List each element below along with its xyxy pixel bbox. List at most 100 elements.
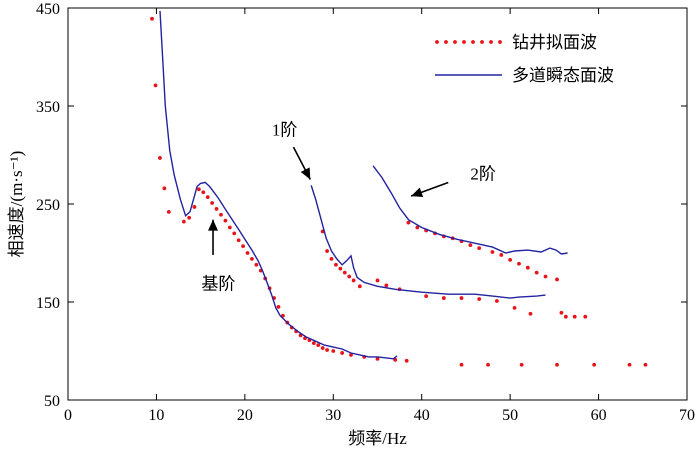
- legend-swatch-dot: [498, 40, 502, 44]
- data-point: [490, 250, 495, 254]
- annotation-arrow-head: [208, 219, 219, 231]
- data-point: [441, 296, 446, 300]
- annotation-arrow-head: [300, 167, 311, 180]
- legend-swatch-dot: [453, 40, 457, 44]
- chart-marks: [150, 10, 648, 367]
- data-point: [517, 261, 521, 266]
- data-point: [232, 231, 237, 236]
- data-point: [236, 238, 241, 243]
- data-point: [468, 243, 473, 248]
- data-point: [338, 266, 343, 271]
- data-point: [150, 16, 154, 21]
- annotation-label: 基阶: [201, 274, 235, 293]
- annotation-arrow-head: [411, 187, 424, 198]
- data-point: [563, 314, 568, 319]
- data-point: [210, 201, 215, 205]
- data-point: [349, 353, 353, 357]
- data-point: [196, 187, 201, 192]
- data-point: [153, 83, 158, 88]
- data-point: [342, 270, 347, 275]
- data-point: [583, 314, 588, 319]
- data-point: [158, 156, 162, 160]
- annotation-label: 1阶: [272, 120, 298, 139]
- data-point: [245, 251, 250, 255]
- x-tick-label: 70: [679, 407, 695, 424]
- y-tick-label: 250: [36, 197, 60, 214]
- data-point: [325, 348, 329, 352]
- data-point: [187, 215, 192, 220]
- data-point: [347, 274, 352, 279]
- data-point: [192, 205, 197, 209]
- data-point: [424, 294, 429, 299]
- annotation-label: 2阶: [470, 165, 496, 184]
- data-point: [415, 225, 420, 230]
- data-point: [592, 362, 597, 367]
- x-tick-label: 40: [414, 407, 430, 424]
- data-point: [555, 362, 559, 367]
- data-point: [519, 362, 524, 367]
- data-point: [406, 220, 411, 225]
- y-tick-label: 450: [36, 1, 60, 18]
- legend-swatch-dot: [444, 40, 448, 44]
- data-point: [331, 349, 336, 353]
- x-tick-label: 10: [148, 407, 164, 424]
- annotations: 基阶 1阶 2阶: [201, 120, 496, 293]
- data-point: [528, 311, 533, 316]
- axes: 0 10 20 30 40 50 60 70 50 150 250 350 450: [36, 1, 695, 424]
- data-point: [494, 299, 499, 303]
- data-point: [162, 186, 167, 191]
- legend-label: 多道瞬态面波: [512, 66, 614, 85]
- data-point: [525, 265, 530, 270]
- data-point: [508, 257, 513, 262]
- x-tick-label: 50: [502, 407, 518, 424]
- x-axis-label: 频率/Hz: [348, 429, 407, 448]
- series-line: [159, 10, 398, 360]
- data-point: [250, 256, 254, 261]
- data-point: [223, 218, 228, 223]
- data-point: [375, 278, 380, 283]
- legend-swatch-dot: [489, 40, 493, 44]
- data-point: [404, 358, 409, 363]
- data-point: [477, 297, 482, 301]
- data-point: [643, 362, 648, 367]
- data-point: [559, 310, 564, 315]
- data-point: [459, 296, 464, 300]
- legend-label: 钻井拟面波: [512, 33, 597, 52]
- data-point: [329, 256, 334, 261]
- x-tick-label: 20: [237, 407, 253, 424]
- y-tick-label: 150: [36, 295, 60, 312]
- legend-swatch-dot: [462, 40, 466, 44]
- series-line: [372, 165, 568, 255]
- data-point: [320, 346, 325, 350]
- data-point: [351, 278, 356, 283]
- data-point: [499, 253, 504, 257]
- data-point: [205, 195, 210, 200]
- data-point: [543, 274, 548, 279]
- x-tick-label: 0: [64, 407, 72, 424]
- data-point: [340, 351, 345, 355]
- data-point: [227, 225, 232, 230]
- data-point: [334, 262, 338, 267]
- data-point: [241, 244, 245, 249]
- legend-swatch-dot: [480, 40, 484, 44]
- x-tick-label: 60: [591, 407, 607, 424]
- data-point: [375, 356, 380, 361]
- data-point: [166, 209, 171, 214]
- data-point: [486, 362, 490, 367]
- data-point: [254, 262, 259, 267]
- data-point: [311, 341, 316, 346]
- data-point: [214, 207, 219, 211]
- legend-swatch-dot: [471, 40, 475, 44]
- data-point: [325, 249, 329, 253]
- data-point: [384, 283, 389, 288]
- data-point: [316, 343, 321, 348]
- data-point: [357, 284, 362, 289]
- data-point: [219, 212, 223, 217]
- data-point: [512, 305, 517, 310]
- data-point: [534, 270, 539, 275]
- legend-swatch-dot: [435, 40, 439, 44]
- y-tick-label: 350: [36, 99, 60, 116]
- y-tick-label: 50: [44, 393, 60, 410]
